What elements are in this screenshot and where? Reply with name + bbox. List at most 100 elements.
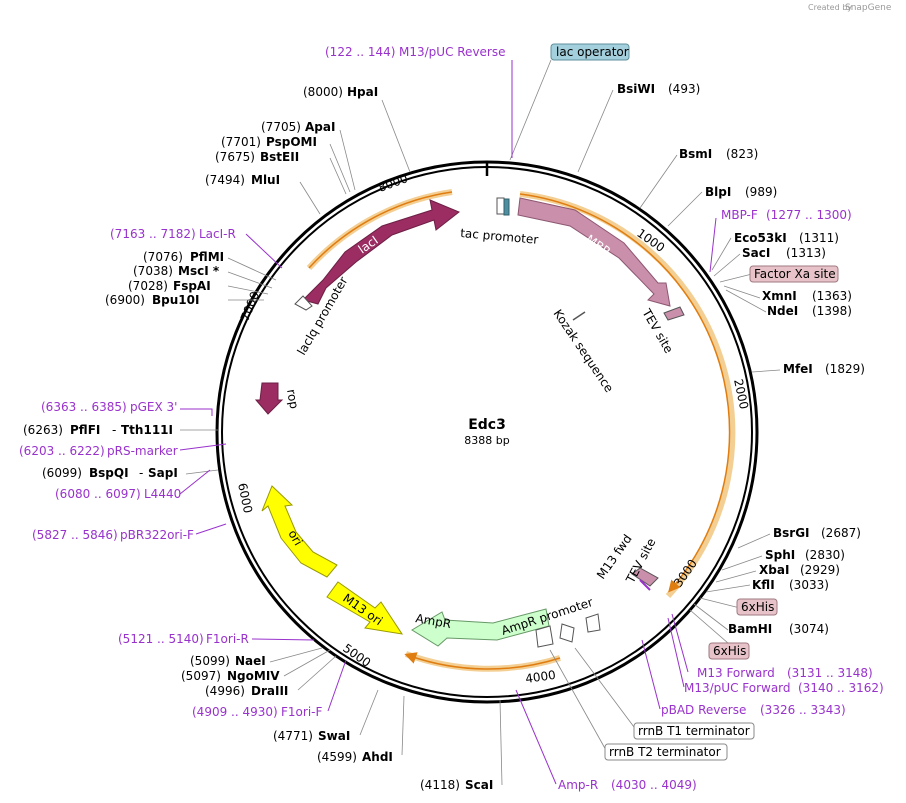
enzyme-tth111i-name: Tth111I (121, 423, 173, 437)
primer-l4440-name: L4440 (144, 487, 181, 501)
enzyme-ndei-name: NdeI (767, 304, 798, 318)
enzyme-bsteii-name: BstEII (260, 150, 299, 164)
enzyme-sphi-name: SphI (765, 548, 795, 562)
tick-8000: 8000 (376, 171, 409, 195)
tick-4000: 4000 (524, 668, 556, 686)
enzyme-bsteii-pos: (7675) (215, 150, 255, 164)
orf-laci (308, 191, 453, 269)
enzyme-ahdi-name: AhdI (362, 750, 393, 764)
tick-5000: 5000 (340, 641, 373, 670)
enzyme-pflfi-name: PflFI (70, 423, 100, 437)
tick-7000: 7000 (238, 290, 262, 324)
lac-operator-box (550, 43, 630, 61)
enzyme-bamhi-name: BamHI (728, 622, 772, 636)
primer-f1ori-f-range: (4909 .. 4930) (192, 705, 278, 719)
factor-xa-label: Factor Xa site (754, 267, 836, 281)
enzyme-saci-pos: (1313) (786, 246, 826, 260)
m13fwd-mark (639, 579, 651, 591)
orf-mbp (519, 193, 731, 593)
enzyme-msci-pos: (7038) (133, 264, 173, 278)
feature-laci-arrow (302, 199, 460, 305)
primer-m13-forward-name: M13 Forward (697, 666, 775, 680)
enzyme-sphi-pos: (2830) (805, 548, 845, 562)
enzyme-hpai-pos: (8000) (303, 85, 343, 99)
kozak-mark (572, 311, 586, 321)
enzyme-xmni-pos: (1363) (812, 289, 852, 303)
factor-xa-box (749, 265, 839, 283)
primer-m13puc-fwd-range: (3140 .. 3162) (798, 681, 884, 695)
primer-prs-marker-name: pRS-marker (107, 444, 178, 458)
enzyme-pspomi-name: PspOMI (266, 135, 317, 149)
enzyme-leader-lines (180, 59, 781, 786)
primer-mbp-f-range: (1277 .. 1300) (766, 208, 852, 222)
label-rop: rop (284, 388, 301, 410)
enzyme-pflfi-dash: - (112, 423, 116, 437)
enzyme-ngomiv-name: NgoMIV (227, 669, 280, 683)
enzyme-mlui-pos: (7494) (205, 173, 245, 187)
tick-6000: 6000 (235, 482, 255, 515)
enzyme-ngomiv-pos: (5097) (181, 669, 221, 683)
enzyme-hpai-name: HpaI (347, 85, 378, 99)
laciq-promoter-arrow (294, 295, 313, 311)
primer-leader-lines (179, 60, 717, 785)
enzyme-bpu10i-pos: (6900) (105, 293, 145, 307)
enzyme-draiii-pos: (4996) (205, 684, 245, 698)
primer-m13puc-rev-range: (122 .. 144) (325, 45, 395, 59)
enzyme-saci-name: SacI (742, 246, 770, 260)
enzyme-xmni-name: XmnI (762, 289, 797, 303)
enzyme-swai-pos: (4771) (273, 729, 313, 743)
enzyme-swai-name: SwaI (318, 729, 350, 743)
enzyme-blpi-name: BlpI (705, 185, 731, 199)
feature-ori-arrow (261, 485, 338, 578)
his-tag-1-box (736, 598, 778, 616)
enzyme-pflfi-pos: (6263) (23, 423, 63, 437)
enzyme-kfli-pos: (3033) (789, 578, 829, 592)
enzyme-bsmi-pos: (823) (726, 147, 758, 161)
rrnb-t1-mark (559, 623, 575, 643)
primer-m13puc-rev-name: M13/pUC Reverse (399, 45, 506, 59)
primer-l4440-range: (6080 .. 6097) (55, 487, 141, 501)
his-tag-2-box (708, 642, 750, 660)
enzyme-msci-name: MscI * (178, 264, 220, 278)
primer-amp-r-range: (4030 .. 4049) (611, 778, 697, 792)
enzyme-ndei-pos: (1398) (812, 304, 852, 318)
plasmid-name: Edc3 (468, 417, 506, 433)
enzyme-naei-name: NaeI (235, 654, 266, 668)
enzyme-eco53ki-pos: (1311) (799, 231, 839, 245)
primer-prs-marker-range: (6203 .. 6222) (19, 444, 105, 458)
primer-pbad-rev-name: pBAD Reverse (661, 703, 746, 717)
enzyme-scai-name: ScaI (465, 778, 493, 792)
label-ori: ori (285, 528, 305, 549)
enzyme-bspqi-pos: (6099) (42, 466, 82, 480)
rrnb-t2-box (604, 743, 728, 761)
feature-ampr-arrow (411, 608, 550, 647)
enzyme-apai-pos: (7705) (261, 120, 301, 134)
enzyme-bamhi-pos: (3074) (789, 622, 829, 636)
enzyme-bsrgi-pos: (2687) (821, 526, 861, 540)
enzyme-bsiwi-name: BsiWI (617, 82, 655, 96)
enzyme-pflmi-name: PflMI (190, 250, 224, 264)
enzyme-ahdi-pos: (4599) (317, 750, 357, 764)
enzyme-kfli-name: KflI (752, 578, 775, 592)
rrnb-t1-label: rrnB T1 terminator (638, 724, 750, 738)
rrnb-t2-label: rrnB T2 terminator (609, 745, 721, 759)
enzyme-blpi-pos: (989) (745, 185, 777, 199)
enzyme-apai-name: ApaI (305, 120, 335, 134)
snapgene-logo: SnapGene (845, 3, 892, 13)
primer-laci-r-range: (7163 .. 7182) (110, 227, 196, 241)
rrnb-t2-mark (585, 613, 601, 633)
enzyme-sapi-name: SapI (148, 466, 178, 480)
orf-ampr (404, 652, 561, 670)
plasmid-length: 8388 bp (464, 434, 509, 447)
lac-operator-mark (503, 198, 510, 216)
primer-amp-r-name: Amp-R (558, 778, 598, 792)
primer-m13-forward-range: (3131 .. 3148) (787, 666, 873, 680)
primer-pbr322ori-name: pBR322ori-F (120, 528, 194, 542)
tev-site-2-mark (631, 567, 659, 587)
primer-m13puc-fwd-name: M13/pUC Forward (684, 681, 791, 695)
lac-operator-label: lac operator (556, 45, 629, 59)
primer-f1ori-r-name: F1ori-R (206, 632, 249, 646)
tev-site-1-mark (663, 306, 685, 321)
enzyme-mfei-pos: (1829) (825, 362, 865, 376)
